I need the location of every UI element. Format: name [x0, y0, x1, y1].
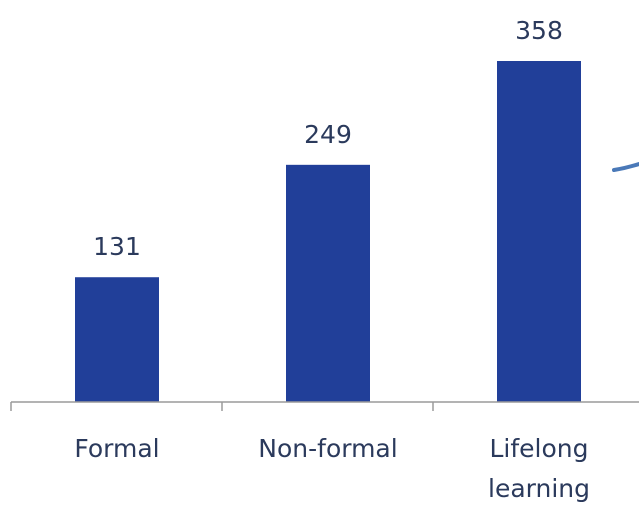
data-label: 131: [93, 232, 141, 261]
bar: [75, 277, 159, 402]
category-label: Lifelong learning: [488, 434, 590, 503]
category-label-line: Lifelong: [489, 434, 588, 463]
arrow-decoration: [612, 162, 639, 172]
x-axis: [10, 401, 639, 411]
category-label: Formal: [74, 434, 159, 463]
data-label: 249: [304, 120, 352, 149]
category-label-line: learning: [488, 474, 590, 503]
category-label-line: Non-formal: [258, 434, 397, 463]
bar: [286, 164, 370, 402]
labels-layer: 131 Formal 249 Non-formal 358 Lifelong learnin…: [74, 16, 590, 503]
category-label: Non-formal: [258, 434, 397, 463]
bars-layer: [75, 61, 581, 402]
data-label: 358: [515, 16, 563, 45]
category-label-line: Formal: [74, 434, 159, 463]
bar: [497, 61, 581, 402]
